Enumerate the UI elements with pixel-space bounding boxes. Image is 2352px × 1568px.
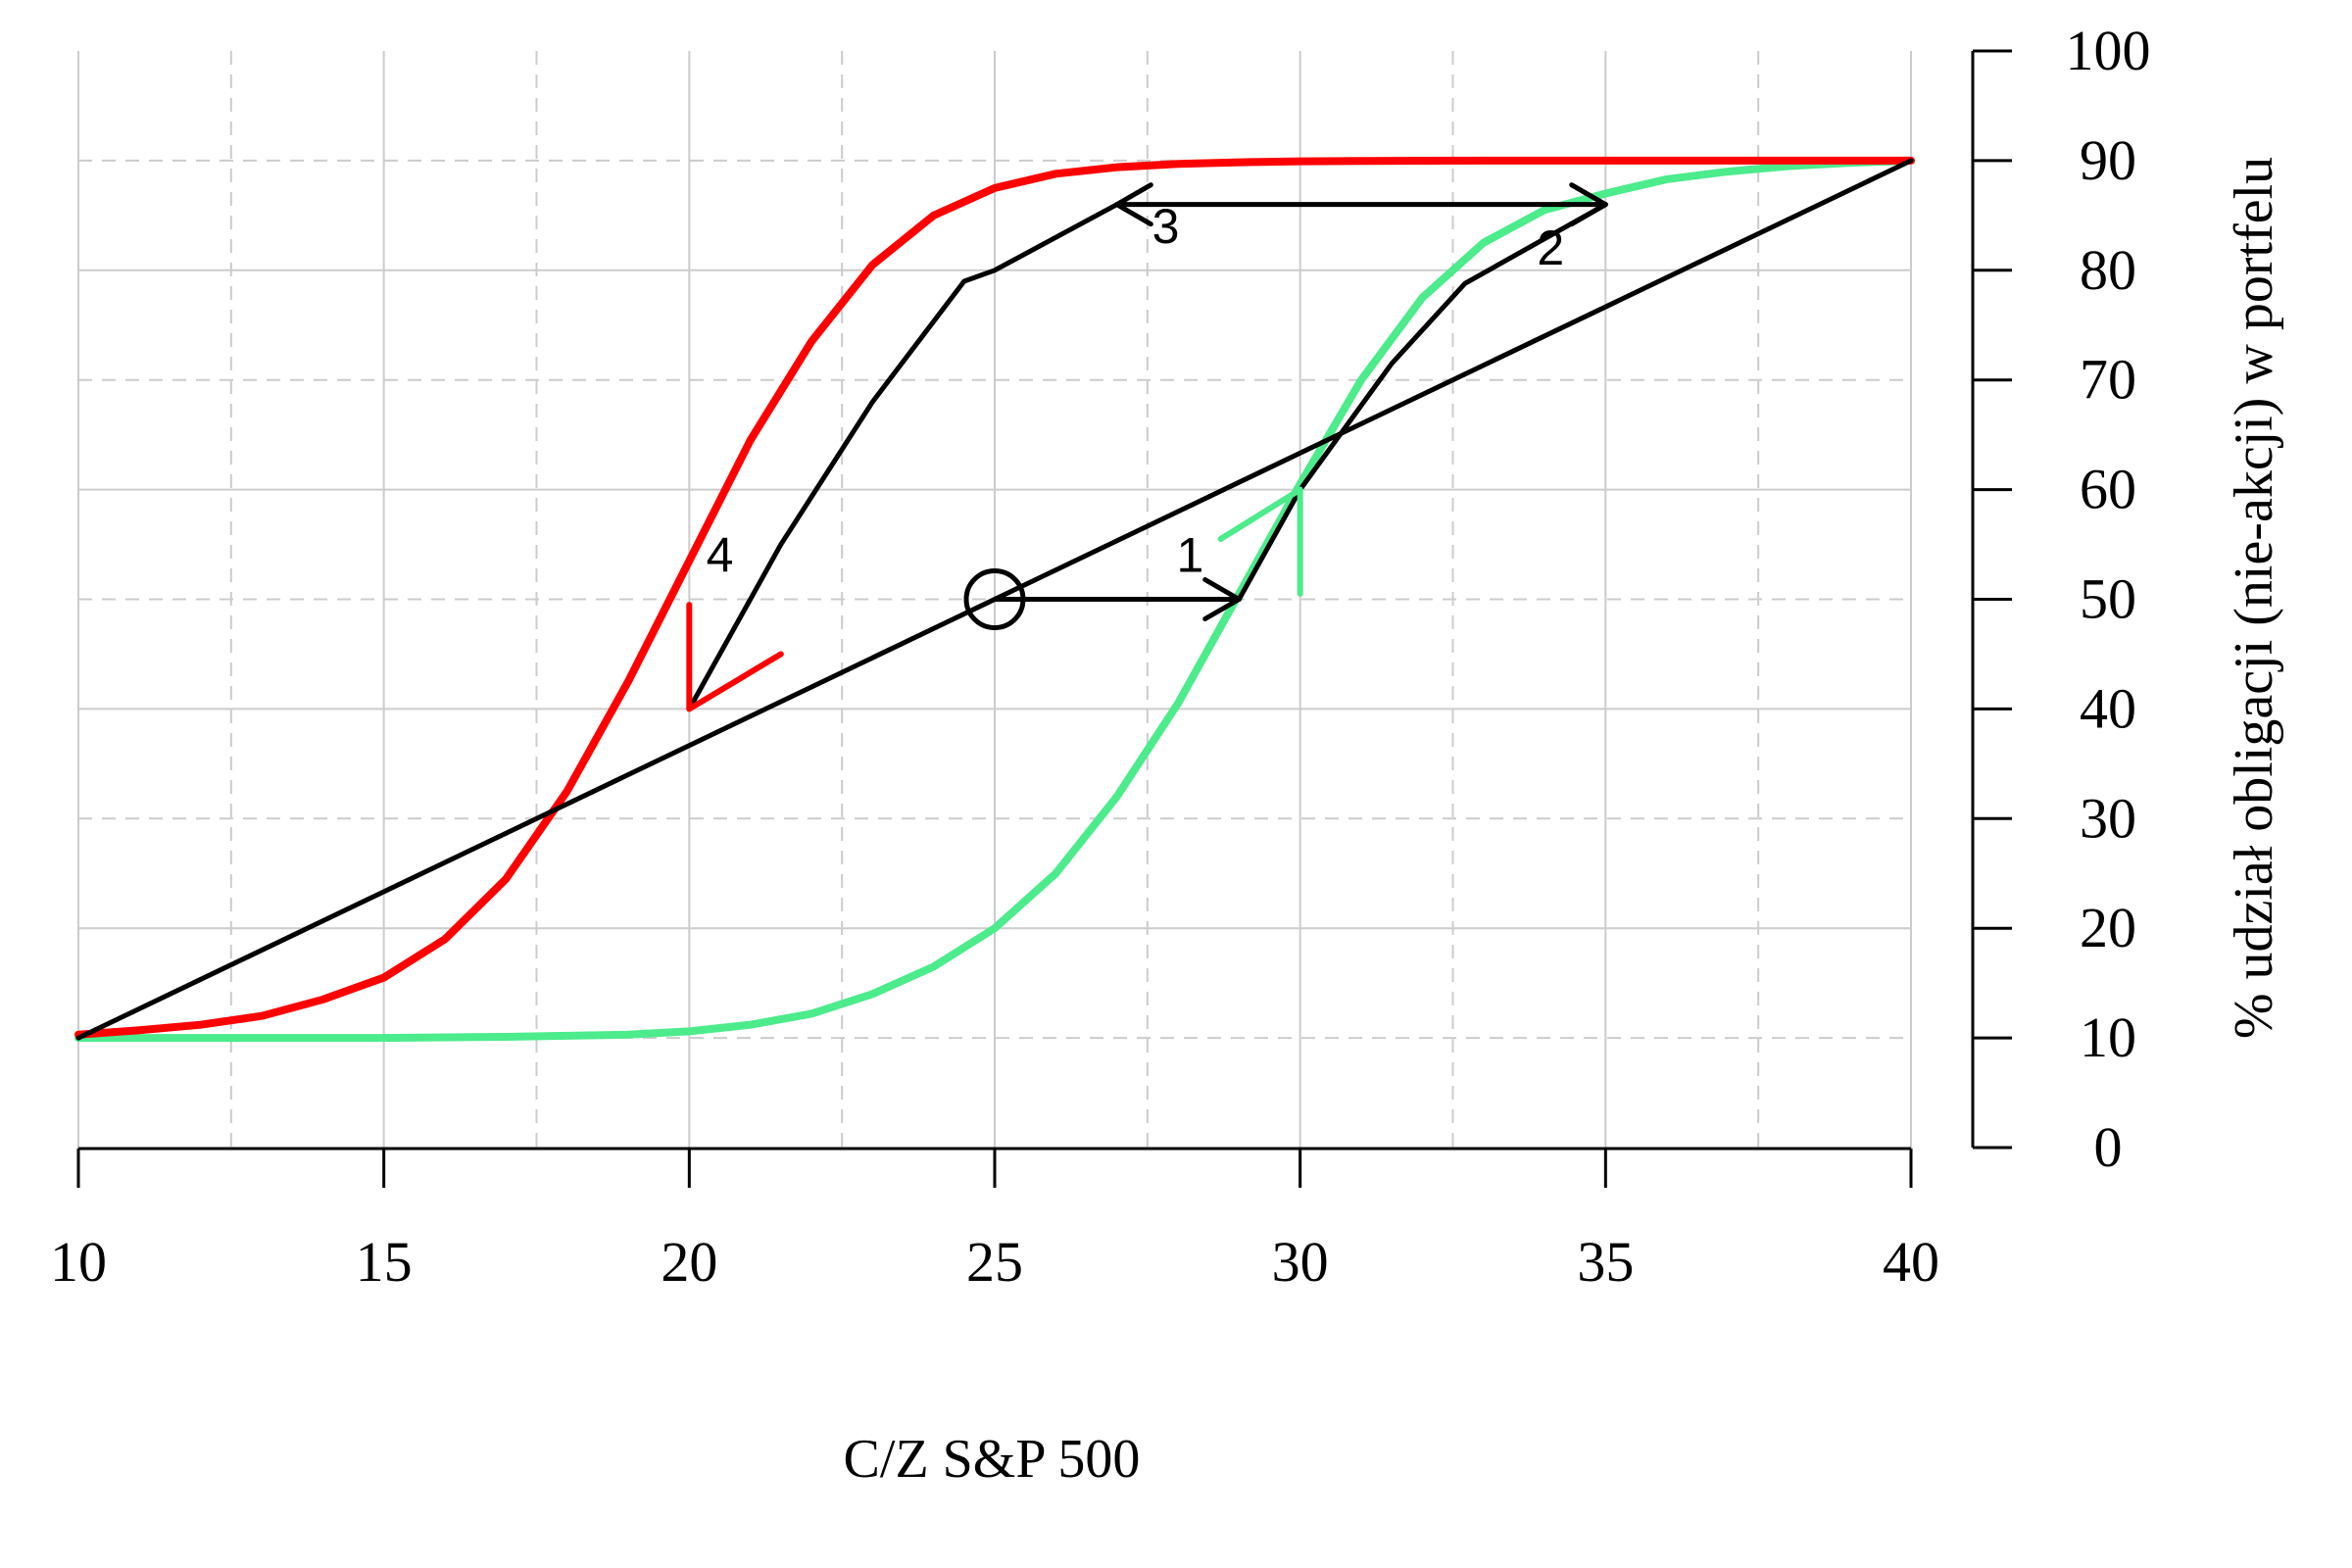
arrowhead-barb [1202,597,1242,621]
path-segment [1236,202,1608,602]
y-tick-label: 40 [2080,676,2136,740]
y-tick-label: 30 [2080,786,2136,850]
arrowhead-barb [1569,202,1608,227]
arrowhead-barb [1202,577,1242,602]
y-tick-label: 20 [2080,896,2136,959]
y-tick-label: 90 [2080,128,2136,192]
arrowhead-barb [1569,182,1608,208]
x-tick-label: 35 [1577,1230,1634,1294]
annotation-label: 4 [707,528,734,583]
x-axis-label: C/Z S&P 500 [844,1429,1141,1490]
arrowhead-barb [1217,486,1303,542]
x-tick-label: 10 [50,1230,107,1294]
axes: 10 15 20 25 30 35 40 0 10 20 30 40 50 60 70 80 90 100 [50,19,2151,1294]
annotation-label: 3 [1152,199,1180,254]
y-tick-label: 10 [2080,1005,2136,1069]
arrowhead-barb [686,651,784,712]
y-tick-label: 0 [2094,1115,2123,1179]
x-tick-label: 15 [356,1230,413,1294]
annotation-layer: 1 2 3 4 [707,199,1565,583]
x-tick-label: 20 [661,1230,717,1294]
y-tick-label: 50 [2080,567,2136,631]
annotation-label: 1 [1177,528,1204,583]
start-marker [963,568,1026,630]
path-segment [686,202,1120,711]
x-tick-label: 40 [1883,1230,1939,1294]
series-line [74,156,1915,1039]
x-tick-label: 25 [966,1230,1023,1294]
path-layer [686,182,1608,712]
arrowhead-barb [1114,202,1153,227]
y-tick-label: 70 [2080,348,2136,412]
y-tick-label: 80 [2080,238,2136,302]
series-line [74,156,1915,1043]
annotation-label: 2 [1537,220,1564,275]
y-tick-label: 100 [2066,19,2151,82]
y-axis-label: % udział obligacji (nie-akcji) w portfel… [2224,157,2284,1039]
arrowhead-barb [1114,182,1153,208]
x-tick-label: 30 [1272,1230,1329,1294]
y-tick-label: 60 [2080,458,2136,521]
